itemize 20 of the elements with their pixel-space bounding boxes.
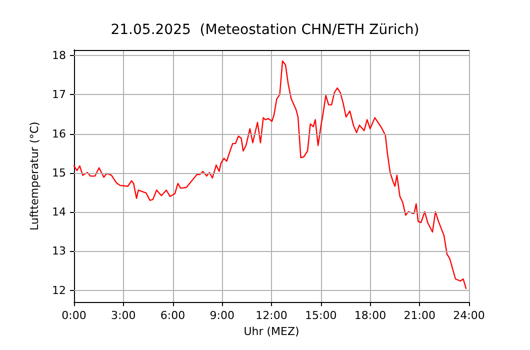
x-tick-label: 21:00 <box>404 309 436 322</box>
chart-title: 21.05.2025 (Meteostation CHN/ETH Zürich) <box>110 22 420 38</box>
x-tick-label: 6:00 <box>160 309 186 322</box>
line-series <box>73 60 467 289</box>
x-tick-label: 0:00 <box>62 309 86 322</box>
x-tick-label: 3:00 <box>111 309 136 322</box>
x-tick-label: 9:00 <box>210 309 234 322</box>
x-tick-label: 18:00 <box>354 309 386 322</box>
y-tick-label: 14 <box>52 206 66 219</box>
y-tick-label: 15 <box>52 166 66 180</box>
y-tick-label: 18 <box>52 48 66 62</box>
x-axis-title: Uhr (MEZ) <box>244 325 300 338</box>
y-tick-label: 17 <box>52 88 66 102</box>
y-tick-label: 12 <box>52 284 66 297</box>
y-tick-label: 13 <box>52 244 66 258</box>
y-tick-label: 16 <box>52 127 66 140</box>
x-tick-label: 24:00 <box>453 309 485 322</box>
x-tick-label: 15:00 <box>305 309 337 322</box>
x-tick-label: 12:00 <box>256 309 288 322</box>
y-axis-title: Lufttemperatur (°C) <box>28 122 41 230</box>
